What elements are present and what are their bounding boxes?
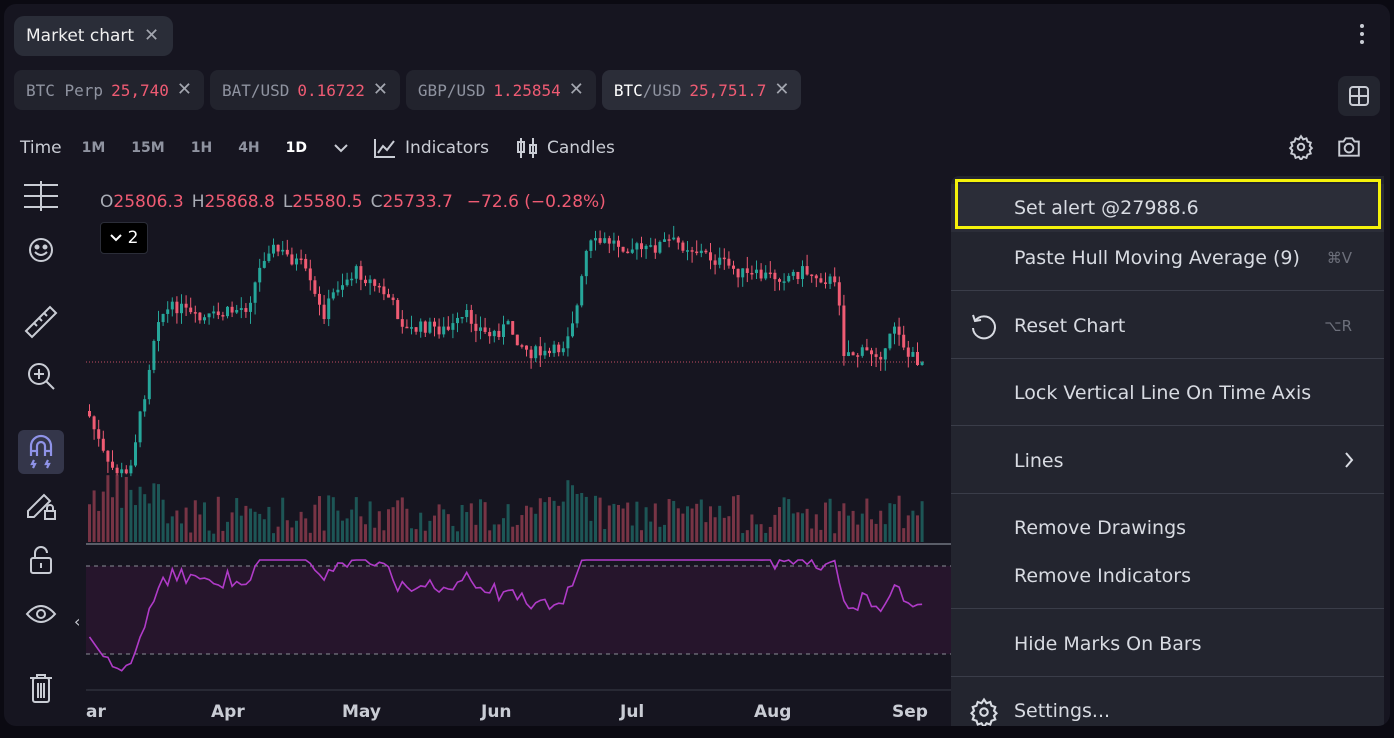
axis-label: ar	[86, 702, 106, 722]
symbol-tabs: BTC Perp 25,740 ✕ BAT/USD 0.16722 ✕ GBP/…	[14, 70, 802, 110]
layout-grid-icon[interactable]	[1338, 76, 1380, 116]
close-icon[interactable]: ✕	[144, 25, 160, 46]
trash-icon[interactable]	[18, 666, 64, 710]
tab-title: Market chart	[26, 26, 135, 46]
axis-label: Jun	[481, 702, 512, 722]
menu-item-settings[interactable]: Settings...	[951, 687, 1384, 726]
candles-button[interactable]: Candles	[515, 136, 615, 160]
chevron-down-icon[interactable]	[333, 143, 349, 153]
rsi-line	[88, 558, 923, 672]
menu-item-paste[interactable]: Paste Hull Moving Average (9) ⌘V	[1014, 247, 1352, 269]
timeframe-1m[interactable]: 1M	[81, 140, 106, 156]
more-options-icon[interactable]	[1360, 24, 1364, 44]
indicators-button[interactable]: Indicators	[373, 137, 489, 159]
axis-label: Aug	[754, 702, 792, 722]
close-value: 25733.7	[382, 192, 453, 212]
crosshair-tool-icon[interactable]	[18, 174, 64, 218]
menu-separator	[951, 425, 1384, 426]
toolbar-right	[1288, 134, 1362, 160]
rsi-band	[86, 566, 952, 654]
close-icon[interactable]: ✕	[568, 79, 584, 100]
volume-bars	[88, 474, 924, 542]
change-value: −72.6 (−0.28%)	[466, 192, 606, 212]
menu-item-lock-vertical-line[interactable]: Lock Vertical Line On Time Axis	[1014, 382, 1312, 404]
context-menu: Set alert @27988.6 Paste Hull Moving Ave…	[951, 176, 1384, 726]
menu-item-set-alert[interactable]: Set alert @27988.6	[951, 184, 1384, 232]
high-value: 25868.8	[204, 192, 275, 212]
menu-separator	[951, 608, 1384, 609]
indicators-toggle[interactable]: 2	[100, 222, 148, 254]
candles	[88, 225, 924, 478]
gear-icon[interactable]	[1288, 134, 1314, 160]
axis-label: Sep	[892, 702, 928, 722]
menu-separator	[951, 358, 1384, 359]
close-icon[interactable]: ✕	[774, 79, 790, 100]
menu-separator	[951, 290, 1384, 291]
emoji-icon[interactable]	[18, 228, 64, 272]
close-icon[interactable]: ✕	[372, 79, 388, 100]
timeframe-4h[interactable]: 4H	[238, 140, 260, 156]
low-value: 25580.5	[292, 192, 363, 212]
ohlc-legend: O25806.3 H25868.8 L25580.5 C25733.7 −72.…	[100, 192, 606, 212]
menu-item-remove-indicators[interactable]: Remove Indicators	[1014, 565, 1192, 587]
timeframe-1d[interactable]: 1D	[285, 140, 308, 156]
indicators-icon	[374, 139, 396, 158]
menu-separator	[951, 493, 1384, 494]
magnet-icon[interactable]	[18, 430, 64, 474]
gear-icon	[969, 697, 999, 726]
symbol-tab-gbp-usd[interactable]: GBP/USD 1.25854 ✕	[405, 70, 596, 110]
axis-label: Jul	[620, 702, 645, 722]
symbol-tab-btc-usd[interactable]: BTC/USD 25,751.7 ✕	[601, 70, 802, 110]
ruler-icon[interactable]	[18, 300, 64, 344]
symbol-tab-bat-usd[interactable]: BAT/USD 0.16722 ✕	[209, 70, 400, 110]
zoom-in-icon[interactable]	[18, 354, 64, 398]
lock-drawing-icon[interactable]	[18, 482, 64, 526]
close-icon[interactable]: ✕	[176, 79, 192, 100]
menu-item-remove-drawings[interactable]: Remove Drawings	[1014, 517, 1187, 539]
price-chart[interactable]	[86, 176, 952, 716]
chevron-left-icon[interactable]: ‹	[74, 612, 81, 631]
timeframe-15m[interactable]: 15M	[131, 140, 165, 156]
reset-icon	[969, 312, 999, 342]
axis-label: May	[342, 702, 381, 722]
time-axis: ar Apr May Jun Jul Aug Sep	[86, 702, 952, 726]
menu-item-hide-marks[interactable]: Hide Marks On Bars	[1014, 633, 1202, 655]
menu-item-lines[interactable]: Lines	[951, 437, 1384, 485]
chevron-down-icon	[109, 234, 122, 242]
candles-icon	[517, 138, 538, 158]
menu-separator	[951, 676, 1384, 677]
tab-market-chart[interactable]: Market chart ✕	[14, 16, 174, 56]
open-value: 25806.3	[113, 192, 184, 212]
chart-window: Market chart ✕ BTC Perp 25,740 ✕ BAT/USD…	[4, 4, 1390, 726]
menu-item-reset-chart[interactable]: Reset Chart ⌥R	[951, 302, 1384, 350]
timeframe-1h[interactable]: 1H	[190, 140, 213, 156]
eye-icon[interactable]	[18, 592, 64, 636]
time-label: Time	[20, 138, 62, 158]
unlock-icon[interactable]	[18, 538, 64, 582]
camera-icon[interactable]	[1336, 134, 1362, 160]
chevron-right-icon	[1344, 451, 1354, 473]
axis-label: Apr	[211, 702, 245, 722]
symbol-tab-btc-perp[interactable]: BTC Perp 25,740 ✕	[14, 70, 204, 110]
chart-toolbar: Time 1M 15M 1H 4H 1D Indicators Candles	[20, 132, 641, 164]
